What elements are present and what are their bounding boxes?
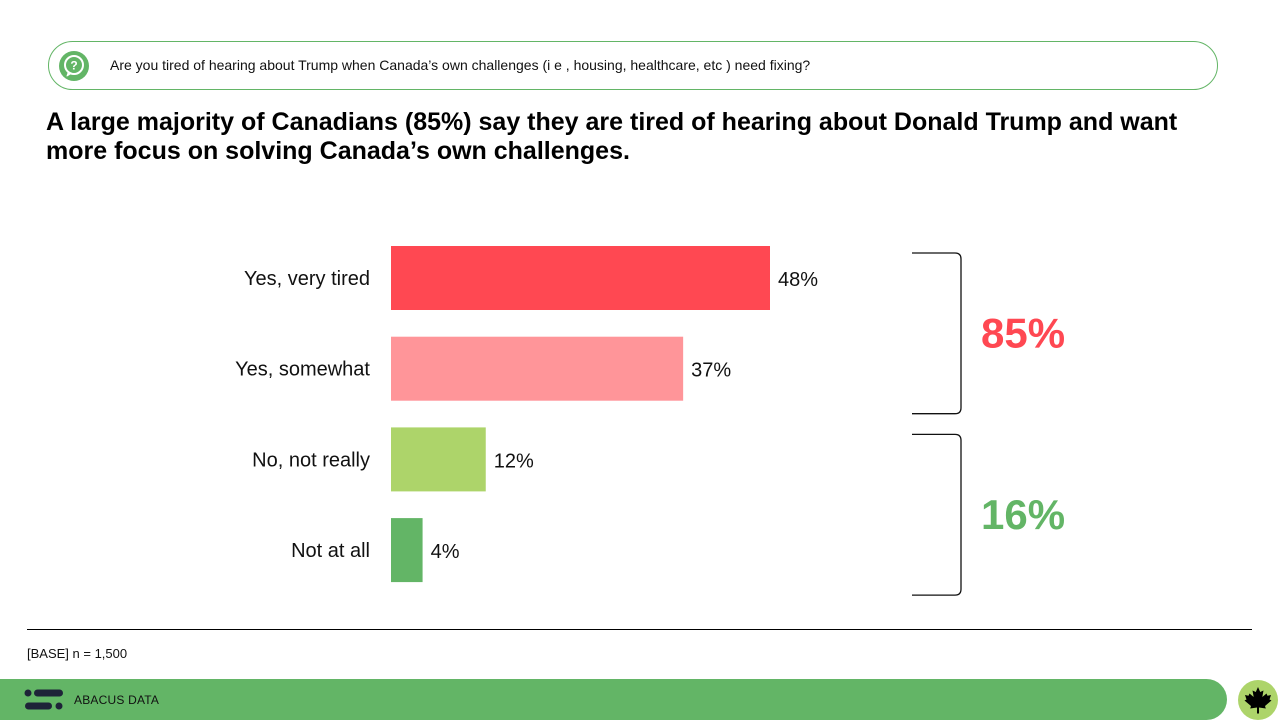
- base-note: [BASE] n = 1,500: [27, 646, 128, 661]
- question-box: ? Are you tired of hearing about Trump w…: [48, 41, 1218, 90]
- bar-4: [391, 518, 423, 583]
- group-total-2: 16%: [981, 491, 1065, 538]
- value-label-3: 12%: [494, 450, 534, 472]
- divider: [27, 629, 1252, 630]
- group-total-1: 85%: [981, 309, 1065, 356]
- abacus-logo-icon: [24, 689, 63, 710]
- value-label-1: 48%: [778, 269, 818, 291]
- bar-2: [391, 336, 684, 401]
- headline: A large majority of Canadians (85%) say …: [46, 108, 1178, 165]
- bar-3: [391, 427, 486, 492]
- category-label-4: Not at all: [291, 540, 370, 562]
- bar-1: [391, 246, 770, 310]
- brand-name: ABACUS DATA: [74, 693, 160, 707]
- category-label-2: Yes, somewhat: [235, 359, 370, 381]
- group-bracket-2: [912, 433, 962, 596]
- category-label-1: Yes, very tired: [244, 268, 370, 290]
- question-icon: ?: [59, 51, 89, 81]
- bar-chart: Yes, very tired 48% Yes, somewhat 37% No, no…: [235, 246, 1065, 596]
- value-label-2: 37%: [691, 360, 731, 382]
- category-label-3: No, not really: [252, 449, 370, 471]
- value-label-4: 4%: [431, 541, 460, 563]
- question-text: Are you tired of hearing about Trump whe…: [110, 57, 811, 73]
- footer-bar: ABACUS DATA: [0, 679, 1227, 720]
- svg-text:?: ?: [70, 59, 77, 73]
- maple-leaf-icon: [1238, 680, 1278, 720]
- group-bracket-1: [912, 252, 962, 415]
